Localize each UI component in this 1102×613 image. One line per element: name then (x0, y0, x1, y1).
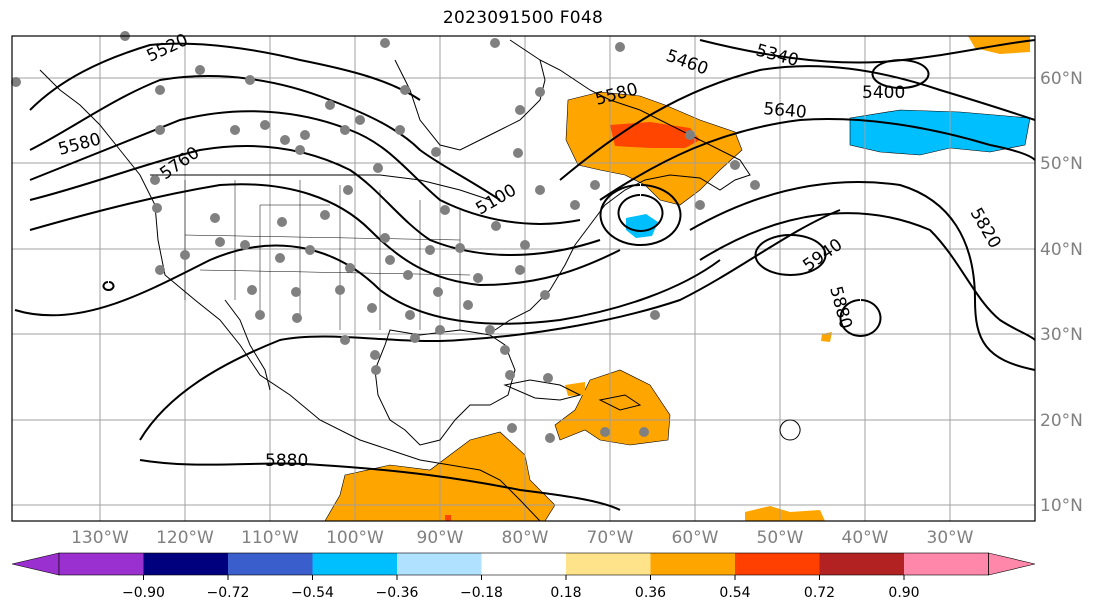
lon-label: 30°W (927, 528, 974, 548)
negative-anomaly-low (626, 214, 658, 238)
map-title: 2023091500 F048 (442, 8, 604, 28)
station-dots (11, 31, 760, 443)
lon-label: 110°W (241, 528, 299, 548)
contour-5700 (29, 145, 601, 256)
colorbar-bin (143, 553, 228, 575)
contour-east-ridge-2 (699, 212, 1036, 341)
lon-label: 70°W (587, 528, 634, 548)
contour-5760 (29, 183, 621, 287)
contour-low-ring-1 (599, 184, 682, 246)
lat-label: 10°N (1040, 496, 1083, 516)
contour-low-ring-2 (617, 194, 664, 232)
contour-5880-south (139, 459, 621, 511)
lat-label: 60°N (1040, 69, 1083, 89)
lon-label: 40°W (842, 528, 889, 548)
colorbar-bin (312, 553, 397, 575)
contour-label: 5640 (763, 99, 808, 123)
colorbar-bin (819, 553, 904, 575)
colorbar-tick-label: 0.54 (719, 585, 750, 601)
height-contours (14, 39, 1036, 511)
colorbar-under-arrow (11, 552, 60, 576)
colorbar-tick-label: 0.36 (635, 585, 666, 601)
colorbar-tick-label: −0.36 (376, 585, 419, 601)
lon-label: 120°W (156, 528, 214, 548)
lat-label: 20°N (1040, 411, 1083, 431)
contour-small-loop (102, 281, 115, 291)
contour-mid-east (599, 118, 1036, 201)
colorbar-tick-label: 0.72 (804, 585, 835, 601)
contour-high-1 (871, 59, 930, 89)
longitude-labels: 130°W 120°W 110°W 100°W 90°W 80°W 70°W 6… (71, 528, 974, 548)
colorbar-bin (59, 553, 144, 575)
contour-5880 (139, 209, 841, 441)
colorbar-tick-label: −0.90 (122, 585, 165, 601)
positive-anomaly-se-small (745, 506, 825, 521)
contour-high-3 (754, 234, 827, 276)
colorbar-bin (481, 553, 566, 575)
lon-label: 130°W (71, 528, 129, 548)
colorbar: −0.90 −0.72 −0.54 −0.36 −0.18 0.18 0.36 … (11, 552, 1036, 601)
lon-label: 100°W (326, 528, 384, 548)
colorbar-bin (397, 553, 482, 575)
contour-top-greenland (699, 39, 1036, 64)
colorbar-bin (228, 553, 313, 575)
colorbar-tick-label: 0.18 (550, 585, 581, 601)
colorbar-tick-label: −0.54 (291, 585, 334, 601)
strong-anomaly-tiny (445, 515, 451, 521)
contour-upper-east (559, 65, 1036, 181)
colorbar-tick-label: −0.18 (460, 585, 503, 601)
colorbar-over-arrow (988, 552, 1036, 576)
colorbar-tick-label: 0.90 (888, 585, 919, 601)
contour-label: 5400 (862, 83, 905, 103)
colorbar-tick-label: −0.72 (207, 585, 250, 601)
contour-high-2 (839, 299, 882, 337)
lon-label: 80°W (502, 528, 549, 548)
lon-label: 90°W (417, 528, 464, 548)
latitude-labels: 60°N 50°N 40°N 30°N 20°N 10°N (1040, 69, 1083, 516)
lon-label: 50°W (757, 528, 804, 548)
lat-label: 30°N (1040, 325, 1083, 345)
lat-label: 50°N (1040, 154, 1083, 174)
positive-anomaly-caribbean (554, 369, 671, 446)
contour-5820 (14, 244, 721, 325)
lon-label: 60°W (672, 528, 719, 548)
contour-5520 (29, 42, 421, 111)
coastlines (39, 39, 801, 522)
contour-label: 5880 (265, 451, 308, 471)
colorbar-bin (735, 553, 820, 575)
colorbar-bin (650, 553, 735, 575)
lat-label: 40°N (1040, 240, 1083, 260)
contour-east-ridge (689, 181, 1036, 371)
colorbar-bin (904, 553, 989, 575)
positive-anomaly-cuba (565, 382, 585, 396)
map-frame (11, 35, 1036, 522)
contour-5580 (29, 75, 501, 201)
colorbar-bin (566, 553, 651, 575)
state-borders (184, 180, 471, 330)
